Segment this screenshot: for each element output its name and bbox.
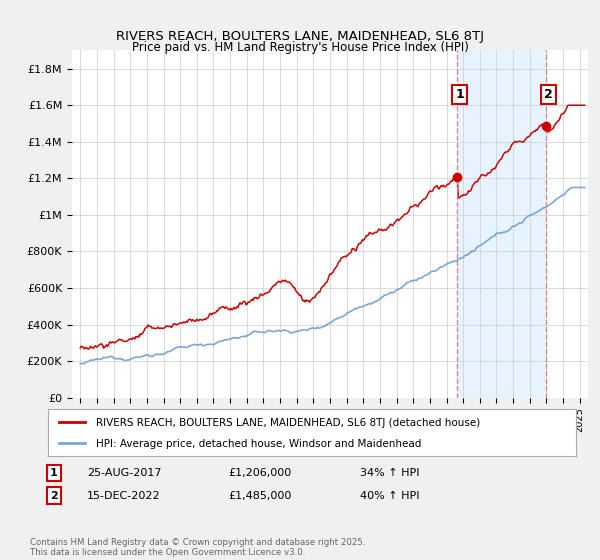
Text: HPI: Average price, detached house, Windsor and Maidenhead: HPI: Average price, detached house, Wind… (95, 439, 421, 449)
Text: RIVERS REACH, BOULTERS LANE, MAIDENHEAD, SL6 8TJ: RIVERS REACH, BOULTERS LANE, MAIDENHEAD,… (116, 30, 484, 43)
Text: 25-AUG-2017: 25-AUG-2017 (87, 468, 161, 478)
Text: 2: 2 (544, 88, 553, 101)
Text: 1: 1 (455, 88, 464, 101)
Text: Contains HM Land Registry data © Crown copyright and database right 2025.
This d: Contains HM Land Registry data © Crown c… (30, 538, 365, 557)
Bar (457, 50, 546, 398)
Text: 15-DEC-2022: 15-DEC-2022 (87, 491, 161, 501)
Text: RIVERS REACH, BOULTERS LANE, MAIDENHEAD, SL6 8TJ (detached house): RIVERS REACH, BOULTERS LANE, MAIDENHEAD,… (95, 418, 480, 428)
Text: £1,206,000: £1,206,000 (228, 468, 291, 478)
Text: 34% ↑ HPI: 34% ↑ HPI (360, 468, 419, 478)
Text: 40% ↑ HPI: 40% ↑ HPI (360, 491, 419, 501)
Text: Price paid vs. HM Land Registry's House Price Index (HPI): Price paid vs. HM Land Registry's House … (131, 41, 469, 54)
Text: 2: 2 (50, 491, 58, 501)
Text: £1,485,000: £1,485,000 (228, 491, 292, 501)
Text: 1: 1 (50, 468, 58, 478)
